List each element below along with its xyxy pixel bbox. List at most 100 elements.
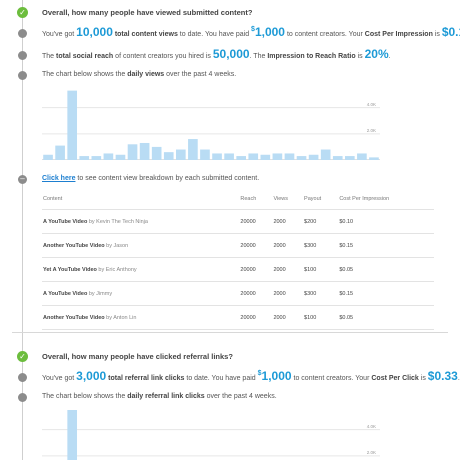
number: $0.33 <box>427 369 458 383</box>
number: $0.10 <box>441 25 460 39</box>
table-cell: $0.15 <box>338 281 434 306</box>
text: to see content view breakdown by each su… <box>77 175 260 182</box>
text: total referral link clicks <box>108 375 185 382</box>
bar <box>91 156 102 160</box>
bar <box>139 142 150 160</box>
text: . <box>388 53 391 60</box>
text: daily views <box>127 71 165 78</box>
table-row: Another YouTube Video by Jason 20000 2000 $… <box>42 233 434 258</box>
table-cell: 2000 <box>272 305 304 330</box>
bar <box>200 149 210 160</box>
bar <box>103 153 114 160</box>
reach: The total social reach of content creato… <box>42 47 391 61</box>
dot <box>18 373 27 382</box>
chart-clip: 2.0K 4.0K <box>42 410 380 460</box>
check-icon: ✓ <box>17 7 28 18</box>
text: Cost Per Impression <box>364 31 433 38</box>
text: of content creators you hired is <box>115 53 211 60</box>
separator <box>12 332 448 333</box>
table-body: A YouTube Video by Kevin The Tech Ninja 2… <box>42 209 434 330</box>
dot <box>18 71 27 80</box>
table-cell: 20000 <box>239 257 273 282</box>
content-cell: Another YouTube Video by Anton Lin <box>42 305 240 330</box>
bar <box>67 410 78 460</box>
content-author: by Jimmy <box>88 290 113 297</box>
text: total content views <box>114 31 178 38</box>
caption: The chart below shows the daily views ov… <box>42 71 236 78</box>
table-cell: $200 <box>303 209 339 234</box>
text: The chart below shows the <box>42 71 126 78</box>
question: Overall, how many people have viewed sub… <box>42 8 253 17</box>
bar <box>79 156 90 160</box>
number: 10,000 <box>76 25 113 39</box>
text: You've got <box>42 31 75 38</box>
bar <box>284 153 295 160</box>
table-cell: $0.10 <box>338 209 434 234</box>
bar <box>212 153 222 160</box>
content-cell: A YouTube Video by Jimmy <box>42 281 240 306</box>
number: 1,000 <box>261 369 292 383</box>
column-header: Payout <box>303 189 339 210</box>
text: to content creators. Your <box>293 375 370 382</box>
table-cell: 20000 <box>239 233 273 258</box>
text: Impression to Reach Ratio <box>267 53 356 60</box>
table-cell: 2000 <box>272 209 304 234</box>
number: 3,000 <box>76 369 107 383</box>
text: over the past 4 weeks. <box>166 71 237 78</box>
views-chart: 2.0K 4.0K <box>42 90 380 160</box>
y-tick-label: 2.0K <box>367 450 376 455</box>
bar <box>272 153 283 160</box>
question: Overall, how many people have clicked re… <box>42 352 233 361</box>
column-header: Views <box>272 189 304 210</box>
content-title: A YouTube Video <box>43 218 88 225</box>
table-row: Another YouTube Video by Anton Lin 20000 2… <box>42 305 434 330</box>
table-cell: $100 <box>303 257 339 282</box>
column-header: Content <box>42 189 240 210</box>
table-cell: 2000 <box>272 233 304 258</box>
bar <box>260 154 271 160</box>
bar <box>344 156 355 160</box>
link[interactable]: Click here <box>42 175 76 182</box>
content-author: by Kevin The Tech Ninja <box>88 218 148 225</box>
table-cell: $0.05 <box>338 305 434 330</box>
breakdown-table: Content Reach Views Payout Cost Per Impressi… <box>42 189 434 330</box>
bar <box>332 156 343 160</box>
column-header: Cost Per Impression <box>338 189 434 210</box>
content-author: by Eric Anthony <box>98 266 137 273</box>
content-author: by Anton Lin <box>106 314 137 321</box>
content-cell: Yet A YouTube Video by Eric Anthony <box>42 257 240 282</box>
text: . The <box>249 53 266 60</box>
table-cell: $300 <box>303 281 339 306</box>
column-header: Reach <box>239 189 273 210</box>
bar <box>296 156 307 160</box>
bar <box>357 153 367 160</box>
dot <box>18 393 27 402</box>
text: is <box>420 375 426 382</box>
content-title: Another YouTube Video <box>43 314 105 321</box>
table-cell: 2000 <box>272 281 304 306</box>
number: 1,000 <box>254 25 285 39</box>
content-author: by Jason <box>106 242 129 249</box>
currency: $ <box>251 26 255 33</box>
text: daily referral link clicks <box>127 393 205 400</box>
table-row: A YouTube Video by Kevin The Tech Ninja 2… <box>42 209 434 234</box>
bar <box>369 157 379 160</box>
y-tick-label: 4.0K <box>367 424 376 429</box>
bar <box>163 152 174 160</box>
breakdown: Click here to see content view breakdown… <box>42 175 259 182</box>
bar <box>175 149 186 160</box>
y-tick-label: 2.0K <box>367 128 376 133</box>
text: The chart below shows the <box>42 393 126 400</box>
number: 50,000 <box>212 47 250 61</box>
table-row: A YouTube Video by Jimmy 20000 2000 $300 $0.… <box>42 281 434 306</box>
text: to date. You have paid <box>186 375 256 382</box>
collapse-icon: – <box>18 175 27 184</box>
text: to date. You have paid <box>179 31 250 38</box>
bar <box>151 146 162 160</box>
content-cell: Another YouTube Video by Jason <box>42 233 240 258</box>
clicks-chart: 2.0K 4.0K <box>42 410 380 460</box>
bar <box>43 154 53 160</box>
bar <box>67 90 78 160</box>
summary: You've got 3,000 total referral link cli… <box>42 369 460 383</box>
